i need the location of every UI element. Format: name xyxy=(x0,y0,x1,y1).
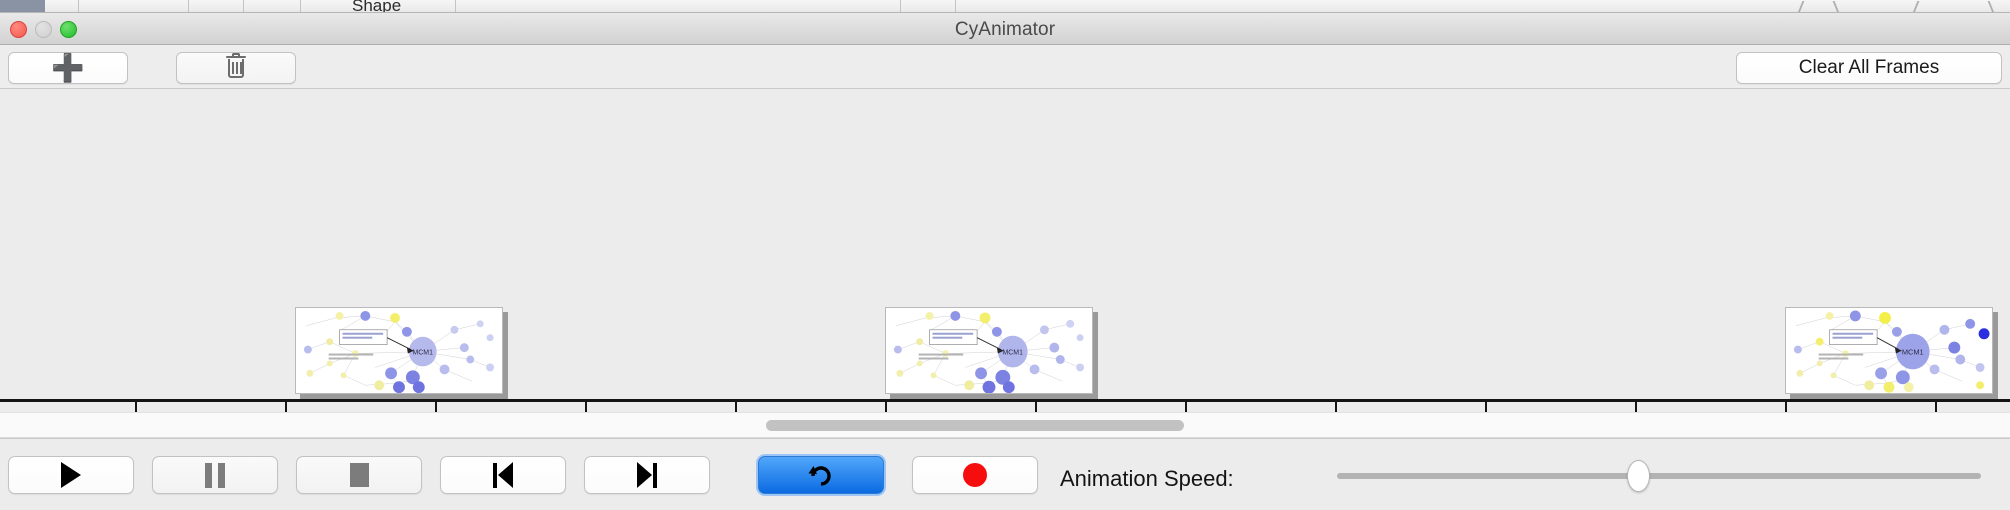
network-graph-preview: MCM1 xyxy=(893,310,1085,393)
zoom-button-icon[interactable] xyxy=(60,21,77,38)
loop-button[interactable] xyxy=(758,456,884,494)
axis-minor-tick xyxy=(135,402,137,412)
pause-icon xyxy=(205,462,225,488)
record-icon xyxy=(963,463,987,487)
axis-major-tick xyxy=(885,402,887,412)
axis-major-tick xyxy=(285,402,287,412)
axis-minor-tick xyxy=(1035,402,1037,412)
background-seam xyxy=(455,0,456,12)
background-decor xyxy=(1987,1,2007,12)
add-frame-button[interactable]: ➕ xyxy=(8,52,128,84)
stop-icon xyxy=(349,463,369,487)
axis-minor-tick xyxy=(1635,402,1637,412)
minimize-button-icon[interactable] xyxy=(35,21,52,38)
clear-all-frames-button[interactable]: Clear All Frames xyxy=(1736,52,2002,84)
skip-start-icon xyxy=(493,462,513,488)
close-button-icon[interactable] xyxy=(10,21,27,38)
skip-end-icon xyxy=(637,462,657,488)
network-graph-preview: MCM1 xyxy=(303,310,495,393)
timeline-panel[interactable]: MCM1 xyxy=(0,89,2010,412)
title-bar[interactable]: CyAnimator xyxy=(0,13,2010,45)
keyframe-thumbnail[interactable]: MCM1 xyxy=(295,307,508,399)
stop-button[interactable] xyxy=(296,456,422,494)
play-button[interactable] xyxy=(8,456,134,494)
scrollbar-thumb[interactable] xyxy=(766,420,1184,431)
timeline-axis xyxy=(0,399,2010,402)
toolbar: ➕ Clear All Frames xyxy=(0,45,2010,89)
window-title: CyAnimator xyxy=(954,19,1056,40)
network-graph-preview: MCM1 xyxy=(1793,310,1990,393)
keyframe-thumbnail[interactable]: MCM1 xyxy=(885,307,1098,399)
background-window-label: Shape xyxy=(352,0,402,13)
traffic-lights xyxy=(10,21,77,38)
background-tab xyxy=(0,0,45,12)
keyframe-thumbnail[interactable]: MCM1 xyxy=(1785,307,1998,399)
plus-icon: ➕ xyxy=(51,52,85,83)
skip-to-start-button[interactable] xyxy=(440,456,566,494)
background-seam xyxy=(188,0,189,12)
playback-controls: Animation Speed: xyxy=(0,438,2010,510)
background-seam xyxy=(900,0,901,12)
axis-minor-tick xyxy=(435,402,437,412)
background-decor xyxy=(1832,1,1852,12)
delete-frame-button[interactable] xyxy=(176,52,296,84)
background-seam xyxy=(78,0,79,12)
axis-major-tick xyxy=(1185,402,1187,412)
background-decor xyxy=(1912,1,1932,12)
slider-knob[interactable] xyxy=(1627,460,1650,492)
axis-minor-tick xyxy=(735,402,737,412)
record-button[interactable] xyxy=(912,456,1038,494)
pause-button[interactable] xyxy=(152,456,278,494)
timeline-scrollbar[interactable] xyxy=(0,412,2010,438)
axis-minor-tick xyxy=(1335,402,1337,412)
thumbnail-image: MCM1 xyxy=(1785,307,1993,394)
thumbnail-image: MCM1 xyxy=(295,307,503,394)
play-icon xyxy=(61,462,81,488)
animation-speed-label: Animation Speed: xyxy=(1060,466,1234,491)
loop-icon xyxy=(808,466,831,486)
axis-minor-tick xyxy=(1935,402,1937,412)
axis-major-tick xyxy=(1785,402,1787,412)
background-decor xyxy=(1797,1,1817,12)
animation-speed-slider[interactable] xyxy=(1337,460,1981,492)
trash-icon xyxy=(226,53,246,80)
clear-all-frames-label: Clear All Frames xyxy=(1798,57,1940,78)
background-seam xyxy=(243,0,244,12)
axis-major-tick xyxy=(1485,402,1487,412)
svg-text:MCM1: MCM1 xyxy=(1003,350,1024,357)
skip-to-end-button[interactable] xyxy=(584,456,710,494)
background-seam xyxy=(955,0,956,12)
thumbnail-image: MCM1 xyxy=(885,307,1093,394)
svg-text:MCM1: MCM1 xyxy=(1902,348,1924,357)
background-window-strip: Shape xyxy=(0,0,2010,13)
svg-text:MCM1: MCM1 xyxy=(413,350,434,357)
axis-major-tick xyxy=(585,402,587,412)
background-seam xyxy=(300,0,301,12)
